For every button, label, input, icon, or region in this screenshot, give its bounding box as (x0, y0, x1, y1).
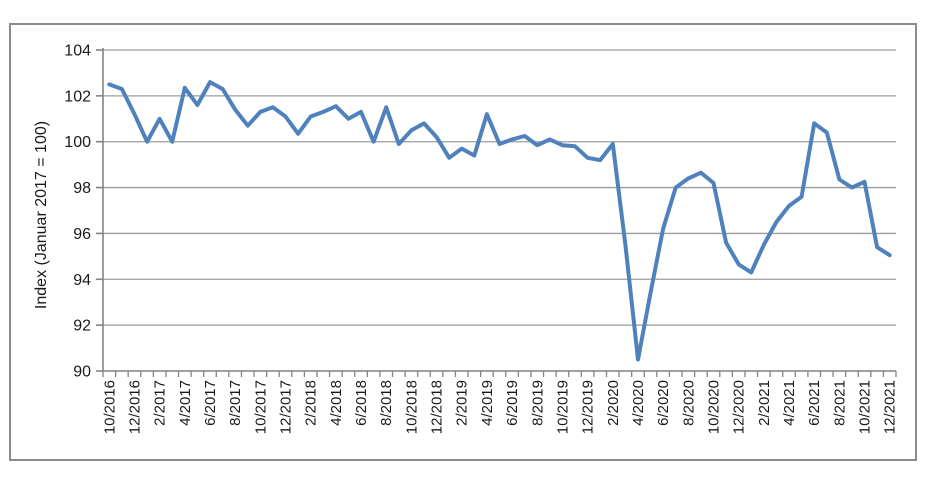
x-axis-tick-label: 8/2021 (831, 380, 848, 426)
x-axis-tick-label: 12/2016 (127, 380, 144, 434)
x-axis-tick-label: 8/2017 (227, 380, 244, 426)
x-axis-tick-label: 10/2017 (252, 380, 269, 434)
y-axis-tick-label: 98 (73, 180, 91, 197)
y-axis-tick-label: 92 (73, 318, 91, 335)
x-axis-tick-label: 8/2019 (529, 380, 546, 426)
x-axis-tick-label: 10/2020 (706, 380, 723, 434)
x-axis-tick-label: 2/2020 (605, 380, 622, 426)
x-axis-tick-label: 6/2018 (353, 380, 370, 426)
y-axis-tick-label: 104 (64, 43, 91, 60)
y-axis-tick-label: 94 (73, 272, 91, 289)
x-axis-tick-label: 6/2020 (655, 380, 672, 426)
x-axis-tick-label: 10/2019 (554, 380, 571, 434)
x-axis-tick-label: 10/2021 (857, 380, 874, 434)
x-axis-tick-label: 12/2018 (429, 380, 446, 434)
y-axis-tick-label: 100 (64, 134, 91, 151)
x-axis-tick-label: 12/2021 (882, 380, 899, 434)
data-series (107, 80, 892, 362)
x-axis-tick-label: 6/2021 (806, 380, 823, 426)
x-axis-tick-label: 4/2018 (328, 380, 345, 426)
x-axis-tick-label: 2/2018 (303, 380, 320, 426)
axes (96, 48, 897, 377)
axis-labels: 90 92 94 96 98 100 102 104 10/2016 12/2016 2/2017 4… (64, 43, 898, 435)
y-axis-tick-label: 90 (73, 364, 91, 381)
x-axis-tick-label: 6/2019 (504, 380, 521, 426)
y-axis-tick-label: 96 (73, 226, 91, 243)
y-axis-tick-label: 102 (64, 88, 91, 105)
index-line-series (107, 80, 892, 362)
x-axis-tick-label: 4/2021 (781, 380, 798, 426)
x-axis-tick-label: 8/2018 (378, 380, 395, 426)
x-axis-tick-label: 2/2019 (454, 380, 471, 426)
x-axis-tick-label: 2/2021 (756, 380, 773, 426)
x-axis-tick-label: 4/2017 (177, 380, 194, 426)
x-axis-tick-label: 12/2020 (731, 380, 748, 434)
x-axis-tick-label: 4/2019 (479, 380, 496, 426)
y-axis-title: Index (Januar 2017 = 100) (33, 121, 50, 309)
x-axis-tick-label: 4/2020 (630, 380, 647, 426)
x-axis-tick-label: 6/2017 (202, 380, 219, 426)
x-axis-tick-label: 12/2017 (278, 380, 295, 434)
x-axis-tick-label: 2/2017 (152, 380, 169, 426)
x-axis-tick-label: 10/2016 (101, 380, 118, 434)
x-axis-tick-label: 10/2018 (403, 380, 420, 434)
x-axis-tick-label: 8/2020 (680, 380, 697, 426)
x-axis-tick-label: 12/2019 (580, 380, 597, 434)
